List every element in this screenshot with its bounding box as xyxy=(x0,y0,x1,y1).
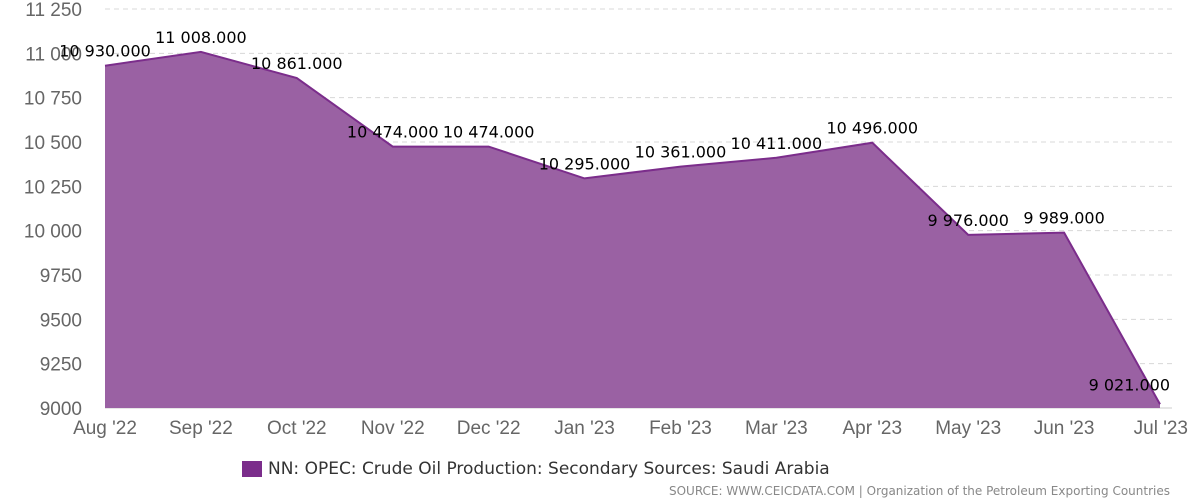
x-tick-label: Jun '23 xyxy=(1034,418,1095,439)
x-tick-label: Apr '23 xyxy=(842,418,902,439)
y-tick-label: 10 500 xyxy=(24,133,82,154)
y-tick-label: 10 000 xyxy=(24,222,82,243)
data-label: 10 496.000 xyxy=(826,119,918,138)
area-series xyxy=(104,50,1161,409)
data-label: 10 295.000 xyxy=(539,154,631,173)
legend-swatch xyxy=(242,461,262,477)
x-tick-label: Jan '23 xyxy=(554,418,615,439)
data-label: 10 474.000 xyxy=(347,123,439,142)
x-tick-label: Sep '22 xyxy=(169,418,233,439)
y-tick-label: 9250 xyxy=(40,355,82,376)
x-tick-label: Dec '22 xyxy=(457,418,521,439)
legend-label: NN: OPEC: Crude Oil Production: Secondar… xyxy=(268,459,830,479)
data-label: 11 008.000 xyxy=(155,28,247,47)
x-axis-ticks: Aug '22 Sep '22 Oct '22 Nov '22 Dec '22 Jan '… xyxy=(73,418,1188,439)
y-tick-label: 11 250 xyxy=(25,0,82,21)
x-tick-label: Jul '23 xyxy=(1134,418,1188,439)
y-tick-label: 9000 xyxy=(40,399,82,420)
area-fill xyxy=(105,51,1160,409)
x-tick-label: Aug '22 xyxy=(73,418,137,439)
series-line xyxy=(104,50,1161,405)
y-axis-ticks: 9000 9250 9500 9750 10 000 10 250 10 500 10 750… xyxy=(24,0,82,420)
data-label: 9 021.000 xyxy=(1089,375,1170,394)
legend[interactable]: NN: OPEC: Crude Oil Production: Secondar… xyxy=(242,459,830,479)
x-tick-label: Mar '23 xyxy=(745,418,808,439)
data-label: 10 411.000 xyxy=(731,134,823,153)
source-note: SOURCE: WWW.CEICDATA.COM | Organization … xyxy=(668,484,1170,498)
data-label: 9 989.000 xyxy=(1023,209,1104,228)
data-label: 10 861.000 xyxy=(251,54,343,73)
data-label: 10 474.000 xyxy=(443,123,535,142)
data-label: 10 930.000 xyxy=(59,42,151,61)
y-tick-label: 10 250 xyxy=(24,177,82,198)
y-tick-label: 11 000 xyxy=(25,44,82,65)
x-tick-label: May '23 xyxy=(935,418,1001,439)
y-tick-label: 9500 xyxy=(40,310,82,331)
x-tick-label: Oct '22 xyxy=(267,418,327,439)
data-label: 9 976.000 xyxy=(927,211,1008,230)
x-tick-label: Nov '22 xyxy=(361,418,425,439)
y-tick-label: 10 750 xyxy=(24,89,82,110)
data-label: 10 361.000 xyxy=(635,143,727,162)
x-tick-label: Feb '23 xyxy=(649,418,712,439)
y-tick-label: 9750 xyxy=(40,266,82,287)
